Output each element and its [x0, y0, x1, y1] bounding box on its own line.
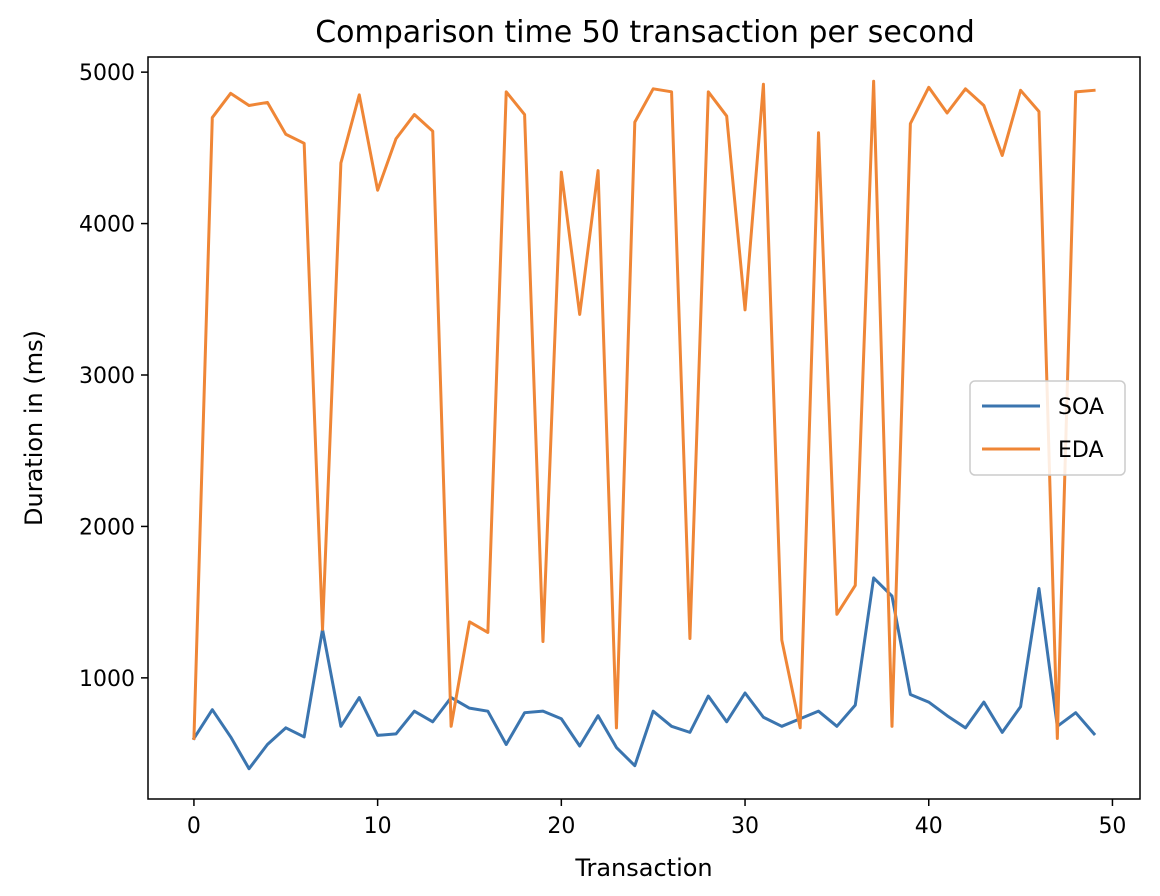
x-tick-label: 20: [547, 814, 575, 839]
legend: SOA EDA: [969, 380, 1126, 476]
chart-title: Comparison time 50 transaction per secon…: [315, 15, 975, 50]
y-tick-label: 1000: [79, 667, 135, 692]
y-tick-label: 4000: [79, 213, 135, 238]
x-tick-label: 50: [1098, 814, 1126, 839]
x-axis-label: Transaction: [574, 854, 712, 882]
legend-label-eda: EDA: [1058, 438, 1104, 463]
x-tick-label: 30: [731, 814, 759, 839]
x-tick-label: 0: [187, 814, 201, 839]
y-axis-ticks: 1000 2000 3000 4000 5000: [79, 61, 148, 692]
y-tick-label: 2000: [79, 515, 135, 540]
y-tick-label: 3000: [79, 364, 135, 389]
x-tick-label: 40: [915, 814, 943, 839]
y-axis-label: Duration in (ms): [20, 330, 48, 526]
legend-label-soa: SOA: [1058, 395, 1104, 420]
x-axis-ticks: 0 10 20 30 40 50: [187, 799, 1126, 839]
series-line-soa: [191, 576, 1097, 771]
series-layer: [191, 79, 1097, 771]
x-tick-label: 10: [364, 814, 392, 839]
y-tick-label: 5000: [79, 61, 135, 86]
series-line-eda: [192, 79, 1096, 740]
plot-area-frame: [147, 56, 1141, 800]
